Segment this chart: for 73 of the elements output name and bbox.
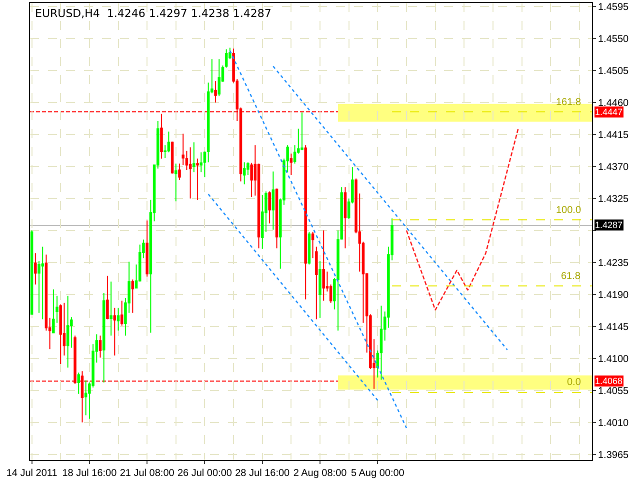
- candlestick: [52, 288, 55, 334]
- x-tick-label: 26 Jul 00:00: [177, 468, 232, 479]
- candlestick: [308, 231, 311, 266]
- candlestick: [178, 163, 181, 180]
- annotation: 100.0: [556, 205, 582, 216]
- y-tick-label: 1.4550: [598, 34, 630, 46]
- candlestick: [290, 153, 293, 176]
- candlestick: [200, 152, 202, 173]
- y-tick-label: 1.4460: [598, 98, 630, 109]
- candlestick: [272, 170, 275, 230]
- ref-line-label: 1.4287: [595, 220, 623, 230]
- candlestick: [242, 162, 246, 185]
- candlestick: [30, 230, 34, 315]
- candlestick: [322, 230, 325, 302]
- chart-title: EURUSD,H4 1.4246 1.4297 1.4238 1.4287: [35, 7, 272, 20]
- y-tick-label: 1.3965: [598, 450, 630, 461]
- y-tick-label: 1.4055: [598, 386, 630, 397]
- x-tick-label: 2 Aug 08:00: [293, 468, 348, 479]
- candlestick: [196, 158, 199, 200]
- candlestick: [344, 186, 347, 249]
- y-tick-label: 1.4415: [598, 130, 630, 141]
- y-tick-label: 1.4370: [598, 162, 630, 173]
- candlestick: [182, 133, 184, 166]
- candlestick: [84, 380, 88, 416]
- annotation: 61.8: [561, 271, 581, 282]
- y-tick-label: 1.4595: [598, 2, 630, 14]
- y-tick-label: 1.4010: [598, 418, 630, 429]
- y-tick-label: 1.4145: [598, 322, 630, 333]
- x-tick-label: 21 Jul 08:00: [120, 468, 175, 479]
- candlestick: [300, 112, 304, 151]
- candlestick: [170, 141, 174, 174]
- ref-line-label: 1.4068: [595, 376, 623, 386]
- y-tick-label: 1.4190: [598, 290, 630, 301]
- x-tick-label: 18 Jul 16:00: [62, 468, 118, 479]
- candlestick: [203, 151, 206, 178]
- candlestick: [34, 252, 37, 285]
- candlestick: [304, 144, 307, 300]
- candlestick: [188, 146, 192, 199]
- candlestick: [192, 142, 196, 173]
- candlestick: [116, 307, 120, 332]
- x-tick-label: 28 Jul 16:00: [235, 468, 290, 479]
- candlestick: [59, 304, 62, 365]
- candlestick: [380, 305, 383, 380]
- y-tick-label: 1.4325: [598, 194, 630, 205]
- candlestick: [260, 194, 264, 250]
- ref-line-label: 1.4447: [595, 107, 623, 117]
- candlestick: [376, 350, 380, 378]
- candlestick: [106, 275, 109, 320]
- candlestick: [77, 372, 80, 394]
- y-tick-label: 1.4100: [598, 354, 630, 365]
- candlestick: [120, 300, 124, 326]
- line-series: [406, 128, 519, 311]
- candlestick: [98, 335, 102, 358]
- candlestick: [275, 188, 278, 249]
- candlestick: [174, 163, 178, 202]
- annotation: 161.8: [556, 97, 582, 108]
- candlestick: [41, 246, 44, 320]
- candlestick: [131, 278, 134, 314]
- candlestick: [66, 295, 70, 368]
- candlestick: [146, 220, 148, 278]
- y-tick-label: 1.4235: [598, 258, 630, 269]
- candlestick: [218, 58, 221, 97]
- x-tick-label: 14 Jul 2011: [6, 468, 58, 479]
- candlestick: [318, 260, 322, 318]
- candlestick: [224, 48, 228, 68]
- candlestick: [214, 80, 217, 103]
- candlestick: [268, 190, 271, 224]
- candlestick: [102, 292, 106, 384]
- y-tick-label: 1.4505: [598, 66, 630, 78]
- x-tick-label: 5 Aug 00:00: [350, 468, 405, 479]
- candlestick: [113, 307, 116, 356]
- candlestick: [160, 113, 163, 160]
- candlestick: [110, 281, 112, 336]
